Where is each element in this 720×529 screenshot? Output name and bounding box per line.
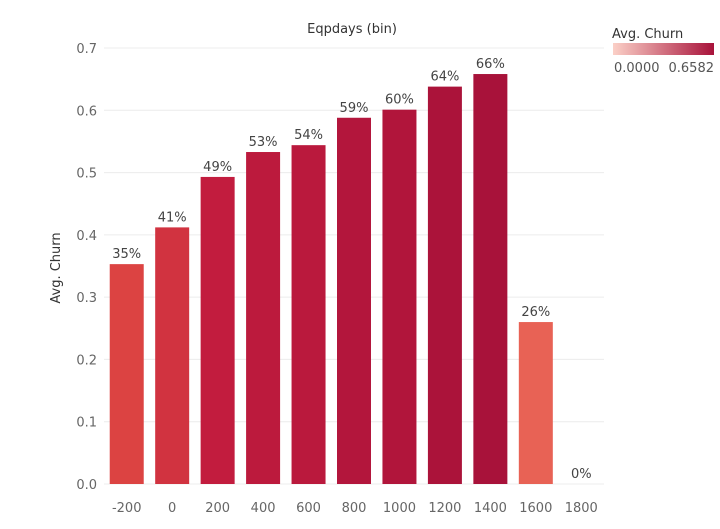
x-tick-label-1800: 1800: [565, 501, 598, 516]
y-tick-label: 0.1: [76, 416, 97, 431]
bar-600[interactable]: [291, 145, 326, 484]
legend-color-ramp: [613, 43, 714, 55]
x-tick-label--200: -200: [112, 501, 142, 516]
data-label-800: 59%: [340, 101, 369, 116]
data-labels: 35% 41% 49% 53% 54% 59% 60% 64% 66% 26% 0%: [112, 57, 591, 482]
data-label-1600: 26%: [521, 305, 550, 320]
x-tick-label-200: 200: [205, 501, 230, 516]
data-label-0: 41%: [158, 210, 187, 225]
legend-title: Avg. Churn: [612, 27, 683, 42]
data-label--200: 35%: [112, 247, 141, 262]
y-tick-label: 0.0: [76, 478, 97, 493]
data-label-600: 54%: [294, 128, 323, 143]
x-tick-label-400: 400: [251, 501, 276, 516]
data-label-1400: 66%: [476, 57, 505, 72]
bar-0[interactable]: [155, 227, 190, 484]
x-tick-label-0: 0: [168, 501, 176, 516]
bar-1400[interactable]: [473, 74, 508, 484]
data-label-1200: 64%: [430, 70, 459, 85]
data-label-200: 49%: [203, 160, 232, 175]
bar-800[interactable]: [337, 117, 371, 484]
y-tick-label: 0.4: [76, 229, 97, 244]
bar-1600[interactable]: [518, 322, 553, 484]
bar-1200[interactable]: [427, 86, 462, 485]
y-tick-label: 0.5: [76, 167, 97, 182]
data-label-400: 53%: [249, 135, 278, 150]
y-axis-ticks: 0.0 0.1 0.2 0.3 0.4 0.5 0.6 0.7: [76, 42, 97, 493]
legend-max-label: 0.6582: [669, 61, 715, 76]
bar-200[interactable]: [200, 176, 235, 484]
chart-title: Eqpdays (bin): [307, 22, 397, 37]
bar--200[interactable]: [109, 264, 144, 484]
bar-1000[interactable]: [382, 109, 417, 485]
y-tick-label: 0.3: [76, 291, 97, 306]
data-label-1000: 60%: [385, 93, 414, 108]
legend-min-label: 0.0000: [614, 61, 660, 76]
color-legend[interactable]: Avg. Churn 0.0000 0.6582: [612, 27, 714, 76]
bar-400[interactable]: [246, 152, 281, 484]
y-tick-label: 0.2: [76, 353, 97, 368]
x-axis-ticks: -200 0 200 400 600 800 1000 1200 1400 1600 1800: [112, 501, 598, 516]
x-tick-label-1000: 1000: [383, 501, 416, 516]
data-label-1800: 0%: [571, 467, 592, 482]
y-tick-label: 0.6: [76, 104, 97, 119]
x-tick-label-1600: 1600: [519, 501, 552, 516]
x-tick-label-600: 600: [296, 501, 321, 516]
x-tick-label-1200: 1200: [428, 501, 461, 516]
x-tick-label-1400: 1400: [474, 501, 507, 516]
x-tick-label-800: 800: [342, 501, 367, 516]
y-axis-title: Avg. Churn: [49, 232, 64, 303]
y-tick-label: 0.7: [76, 42, 97, 57]
bars: [109, 74, 553, 485]
